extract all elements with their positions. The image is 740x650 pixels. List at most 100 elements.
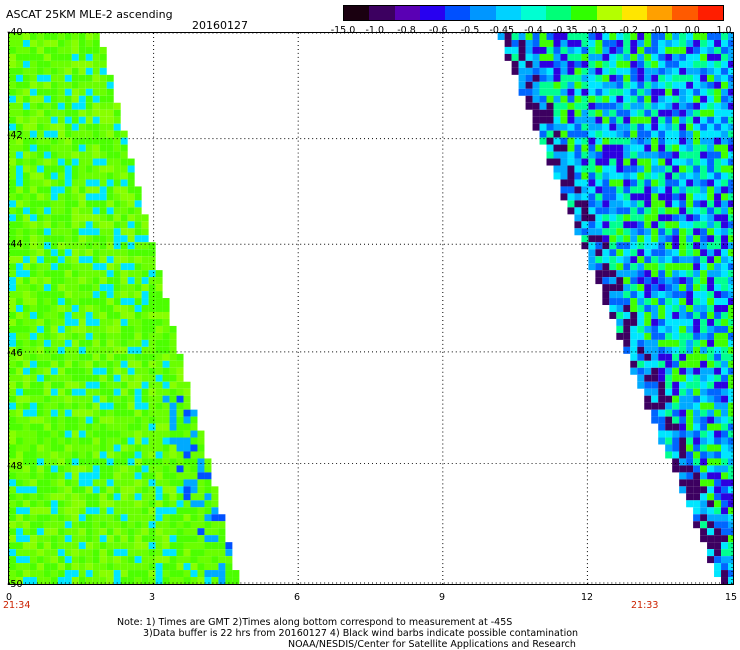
swath-cell	[9, 409, 16, 417]
swath-cell	[665, 200, 673, 208]
swath-cell	[665, 298, 673, 306]
swath-cell	[602, 81, 610, 89]
swath-cell	[595, 137, 603, 145]
swath-cell	[560, 39, 568, 47]
swath-cell	[700, 277, 708, 285]
swath-cell	[714, 235, 722, 243]
swath-cell	[672, 423, 680, 431]
swath-cell	[700, 165, 708, 173]
swath-cell	[707, 270, 715, 278]
swath-cell	[99, 500, 107, 508]
swath-cell	[92, 165, 100, 173]
swath-cell	[714, 409, 722, 417]
swath-cell	[616, 235, 624, 243]
swath-cell	[700, 235, 708, 243]
swath-cell	[623, 332, 631, 340]
swath-cell	[714, 388, 722, 396]
swath-cell	[679, 123, 687, 131]
swath-cell	[630, 235, 638, 243]
swath-cell	[22, 144, 30, 152]
swath-cell	[665, 305, 673, 312]
swath-cell	[29, 277, 37, 285]
swath-cell	[623, 144, 631, 152]
swath-cell	[9, 221, 16, 229]
swath-cell	[43, 381, 51, 389]
swath-cell	[630, 200, 638, 208]
swath-cell	[658, 228, 666, 236]
swath-cell	[707, 360, 715, 368]
swath-cell	[64, 298, 72, 306]
swath-cell	[9, 81, 16, 89]
swath-cell	[658, 242, 666, 250]
swath-cell	[141, 563, 149, 571]
swath-cell	[99, 458, 107, 466]
swath-cell	[679, 165, 687, 173]
swath-cell	[672, 305, 680, 312]
swath-cell	[120, 235, 128, 243]
swath-cell	[57, 172, 65, 180]
swath-cell	[693, 81, 701, 89]
swath-cell	[85, 486, 93, 494]
swath-cell	[588, 263, 596, 271]
swath-cell	[50, 200, 58, 208]
swath-cell	[15, 409, 23, 417]
swath-cell	[721, 53, 729, 61]
swath-cell	[85, 130, 93, 138]
swath-cell	[609, 263, 617, 271]
swath-cell	[630, 137, 638, 145]
swath-cell	[78, 228, 86, 236]
swath-cell	[155, 465, 163, 473]
swath-cell	[176, 395, 184, 403]
swath-cell	[721, 242, 729, 250]
swath-cell	[560, 67, 568, 75]
swath-cell	[637, 81, 645, 89]
swath-cell	[78, 577, 86, 584]
swath-cell	[99, 472, 107, 480]
swath-cell	[637, 144, 645, 152]
swath-cell	[134, 479, 142, 487]
swath-cell	[560, 144, 568, 152]
swath-cell	[609, 311, 617, 319]
swath-cell	[693, 102, 701, 110]
swath-cell	[64, 291, 72, 299]
swath-cell	[71, 53, 79, 61]
swath-cell	[15, 570, 23, 578]
swath-cell	[679, 298, 687, 306]
swath-cell	[644, 165, 652, 173]
swath-cell	[707, 263, 715, 271]
swath-cell	[120, 402, 128, 410]
swath-cell	[658, 102, 666, 110]
swath-cell	[92, 311, 100, 319]
swath-cell	[644, 109, 652, 117]
swath-cell	[106, 325, 114, 333]
swath-cell	[78, 291, 86, 299]
swath-cell	[588, 179, 596, 187]
swath-cell	[707, 151, 715, 159]
swath-cell	[99, 277, 107, 285]
swath-cell	[581, 53, 589, 61]
swath-cell	[64, 374, 72, 382]
swath-cell	[637, 318, 645, 326]
x-tick-label: 9	[438, 592, 446, 603]
swath-cell	[71, 67, 79, 75]
swath-cell	[162, 423, 170, 431]
swath-cell	[71, 493, 79, 501]
swath-cell	[15, 451, 23, 459]
swath-cell	[36, 388, 44, 396]
swath-cell	[560, 151, 568, 159]
footnote-line: 3)Data buffer is 22 hrs from 20160127 4)…	[143, 628, 579, 639]
swath-cell	[616, 109, 624, 117]
swath-cell	[721, 395, 729, 403]
swath-cell	[113, 235, 121, 243]
swath-cell	[714, 367, 722, 375]
swath-cell	[574, 109, 582, 117]
swath-cell	[644, 102, 652, 110]
swath-cell	[707, 374, 715, 382]
swath-cell	[714, 221, 722, 229]
swath-cell	[50, 242, 58, 250]
swath-cell	[141, 451, 149, 459]
swath-cell	[707, 102, 715, 110]
swath-cell	[707, 249, 715, 257]
swath-cell	[700, 507, 708, 515]
swath-cell	[693, 186, 701, 194]
